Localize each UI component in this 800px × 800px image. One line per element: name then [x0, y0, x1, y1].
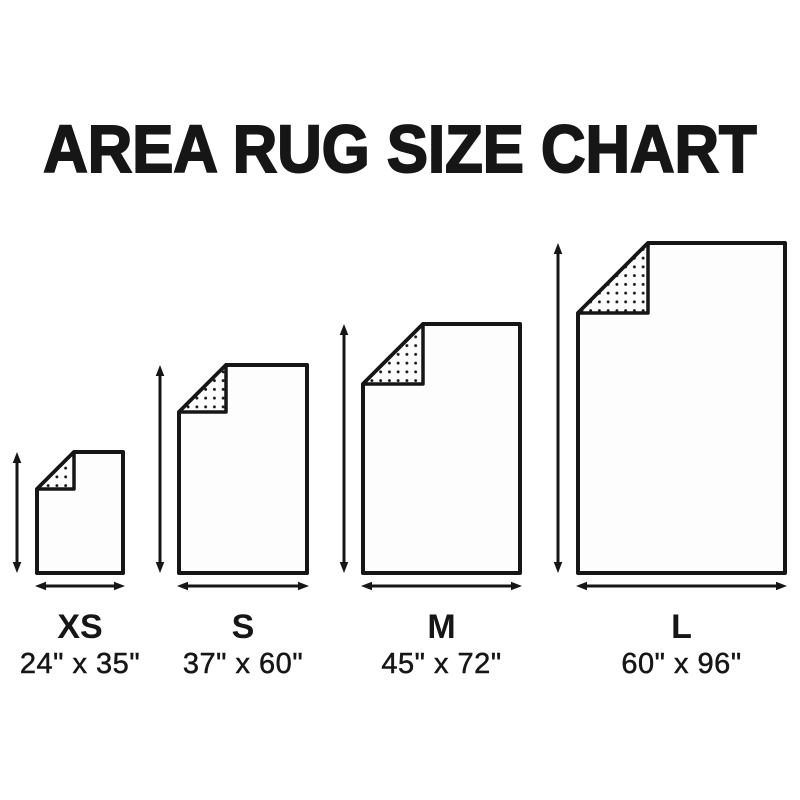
page-title: AREA RUG SIZE CHART [42, 112, 757, 187]
rug-l-size-label: L [671, 608, 692, 646]
arrow-up-icon [553, 243, 563, 254]
arrow-down-icon [553, 562, 563, 573]
rug-s-size-label: S [232, 608, 255, 646]
rug-m-size-label: M [427, 608, 455, 646]
rug-m-dimensions-label: 45" x 72" [381, 648, 501, 680]
arrow-left-icon [361, 581, 372, 591]
arrow-right-icon [776, 581, 787, 591]
rug-s-dimensions-label: 37" x 60" [183, 648, 303, 680]
rug-figure-m: M 45" x 72" [339, 322, 522, 680]
arrow-left-icon [177, 581, 188, 591]
arrow-up-icon [339, 324, 349, 335]
arrow-right-icon [511, 581, 522, 591]
arrow-down-icon [339, 562, 349, 573]
arrow-up-icon [155, 365, 165, 376]
rug-xs-outline [35, 450, 125, 575]
rug-xs-dimensions-label: 24" x 35" [20, 648, 140, 680]
rug-s-height-arrow [155, 365, 165, 573]
rug-l-height-arrow [553, 243, 563, 573]
rug-l-folded-corner [576, 241, 650, 315]
arrow-down-icon [155, 562, 165, 573]
arrow-right-icon [114, 581, 125, 591]
rug-figure-l: L 60" x 96" [553, 241, 787, 680]
arrow-left-icon [576, 581, 587, 591]
rug-s-width-arrow [177, 581, 309, 591]
rug-m-folded-corner [361, 322, 425, 386]
arrow-left-icon [35, 581, 46, 591]
rug-figure-xs: XS 24" x 35" [12, 450, 140, 680]
rug-l-dimensions-label: 60" x 96" [621, 648, 741, 680]
rug-m-width-arrow [361, 581, 522, 591]
rug-xs-width-arrow [35, 581, 125, 591]
rug-xs-size-label: XS [57, 608, 102, 646]
rug-s-folded-corner [177, 363, 228, 414]
arrow-down-icon [12, 562, 22, 573]
arrow-up-icon [12, 452, 22, 463]
arrow-right-icon [298, 581, 309, 591]
rug-xs-height-arrow [12, 452, 22, 573]
rug-figure-s: S 37" x 60" [155, 363, 309, 680]
rug-xs-folded-corner [35, 450, 76, 491]
rug-m-height-arrow [339, 324, 349, 573]
rug-l-width-arrow [576, 581, 787, 591]
